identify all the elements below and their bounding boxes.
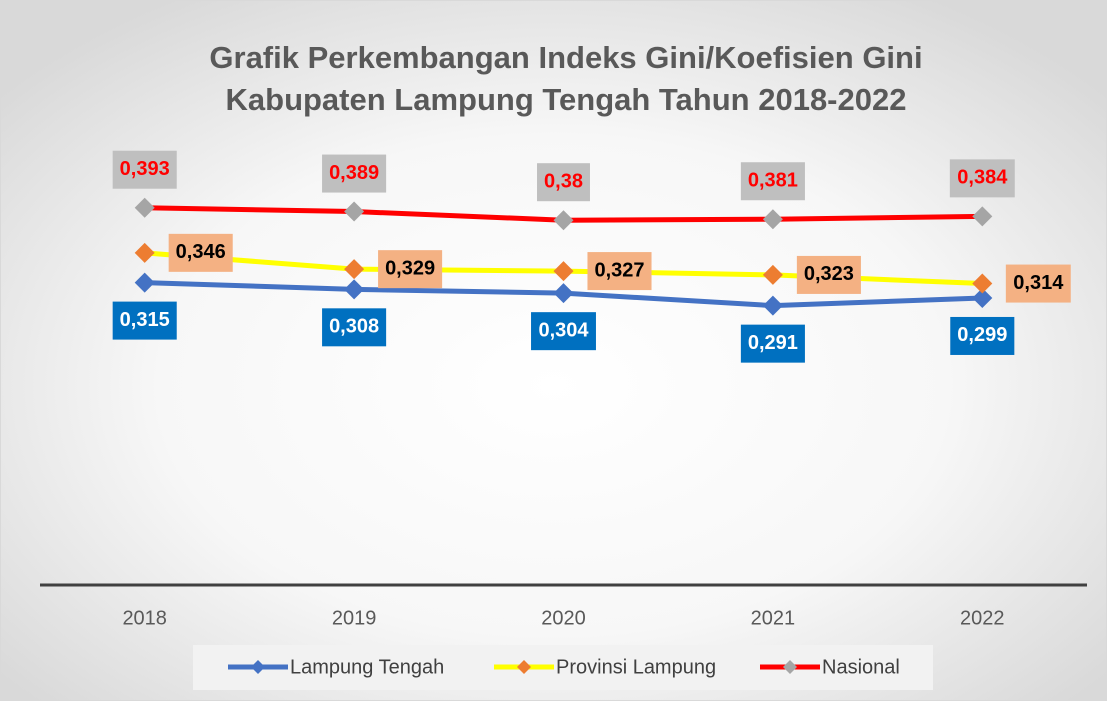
data-label: 0,384: [949, 159, 1015, 198]
data-label-text: 0,304: [538, 319, 589, 341]
data-label-text: 0,346: [176, 241, 226, 263]
legend-marker: [783, 660, 797, 674]
marker: [762, 209, 783, 230]
data-label-box: [950, 316, 1015, 355]
legend-label: Lampung Tengah: [290, 656, 444, 678]
data-label-box: [322, 154, 387, 193]
x-tick-label: 2021: [751, 607, 796, 629]
marker: [344, 201, 365, 222]
marker: [134, 242, 155, 263]
data-label-text: 0,327: [594, 259, 644, 281]
data-label: 0,346: [168, 233, 233, 272]
data-label-text: 0,291: [748, 332, 798, 354]
data-label-text: 0,299: [957, 324, 1007, 346]
data-label-box: [1005, 264, 1071, 303]
data-label: 0,38: [537, 163, 590, 202]
marker: [134, 272, 155, 293]
marker: [972, 287, 993, 308]
legend-marker: [251, 660, 265, 674]
marker: [134, 197, 155, 218]
marker: [972, 273, 993, 294]
marker: [553, 210, 574, 231]
data-label: 0,393: [112, 150, 177, 189]
data-label-text: 0,384: [957, 167, 1008, 189]
chart-title: Grafik Perkembangan Indeks Gini/Koefisie…: [209, 40, 922, 75]
x-tick-label: 2022: [960, 607, 1005, 629]
data-label-text: 0,329: [385, 257, 435, 279]
data-label-box: [740, 162, 805, 201]
data-label-box: [112, 301, 177, 340]
data-label-text: 0,314: [1013, 272, 1064, 294]
data-label-text: 0,389: [329, 162, 379, 184]
data-label-box: [378, 250, 443, 289]
chart-title: Kabupaten Lampung Tengah Tahun 2018-2022: [226, 82, 907, 117]
data-label-text: 0,381: [748, 170, 798, 192]
data-label-text: 0,315: [120, 309, 170, 331]
data-label-box: [587, 252, 652, 291]
marker: [972, 206, 993, 227]
data-label: 0,314: [1005, 264, 1071, 303]
x-tick-label: 2019: [332, 607, 377, 629]
data-label: 0,327: [587, 252, 652, 291]
data-label-box: [949, 159, 1015, 198]
data-label: 0,381: [740, 162, 805, 201]
data-label-text: 0,393: [120, 158, 170, 180]
legend-label: Provinsi Lampung: [556, 656, 716, 678]
marker: [762, 295, 783, 316]
legend-marker: [517, 660, 531, 674]
data-label: 0,304: [531, 312, 596, 351]
data-label-box: [322, 308, 387, 347]
data-label-box: [112, 150, 177, 189]
data-label-text: 0,38: [544, 170, 583, 192]
marker: [344, 279, 365, 300]
data-label-box: [531, 312, 596, 351]
x-tick-label: 2018: [122, 607, 167, 629]
marker: [553, 283, 574, 304]
marker: [344, 259, 365, 280]
marker: [762, 264, 783, 285]
data-label: 0,299: [950, 316, 1015, 355]
data-label: 0,315: [112, 301, 177, 340]
x-tick-label: 2020: [541, 607, 586, 629]
data-label-box: [796, 255, 861, 294]
data-label-box: [168, 233, 233, 272]
data-label: 0,291: [740, 324, 805, 363]
data-label-box: [740, 324, 805, 363]
marker: [553, 261, 574, 282]
data-label: 0,323: [796, 255, 861, 294]
data-label-text: 0,308: [329, 316, 379, 338]
data-label-text: 0,323: [804, 263, 854, 285]
data-label: 0,308: [322, 308, 387, 347]
legend-label: Nasional: [822, 656, 900, 678]
data-label: 0,389: [322, 154, 387, 193]
data-label-box: [537, 163, 590, 202]
data-label: 0,329: [378, 250, 443, 289]
